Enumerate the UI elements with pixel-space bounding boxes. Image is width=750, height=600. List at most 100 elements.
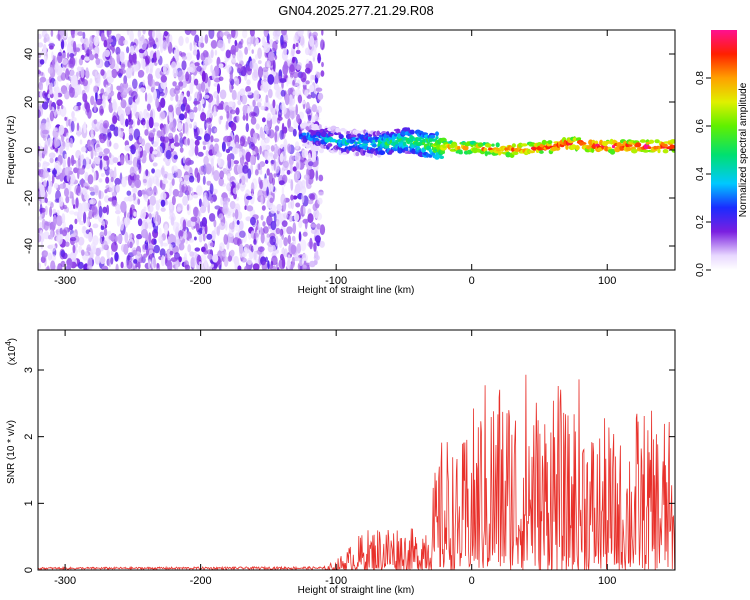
- noise-blob: [266, 112, 272, 121]
- signal-blob: [409, 129, 415, 135]
- noise-blob: [78, 236, 85, 246]
- noise-blob: [49, 110, 55, 122]
- noise-blob: [92, 184, 99, 193]
- noise-blob: [320, 70, 325, 77]
- noise-blob: [183, 180, 187, 187]
- noise-blob: [200, 35, 204, 43]
- noise-blob: [47, 252, 53, 261]
- noise-blob: [88, 210, 93, 220]
- noise-blob: [130, 65, 134, 73]
- signal-blob: [628, 143, 633, 147]
- noise-blob: [316, 71, 321, 79]
- noise-blob: [94, 53, 99, 59]
- noise-blob: [137, 30, 141, 39]
- noise-blob: [89, 78, 93, 84]
- noise-blob: [210, 39, 218, 49]
- noise-blob: [272, 99, 276, 109]
- noise-blob: [198, 234, 203, 243]
- noise-blob: [149, 195, 156, 206]
- noise-blob: [146, 187, 153, 197]
- noise-blob: [52, 169, 57, 176]
- noise-blob: [242, 30, 248, 39]
- noise-blob: [70, 154, 75, 167]
- noise-blob: [252, 99, 256, 108]
- signal-blob: [338, 134, 344, 140]
- noise-blob: [135, 149, 141, 159]
- noise-blob: [133, 59, 137, 65]
- noise-blob: [217, 152, 222, 158]
- noise-blob: [119, 82, 124, 94]
- noise-blob: [120, 200, 127, 213]
- noise-blob: [141, 228, 148, 239]
- noise-blob: [292, 56, 295, 64]
- noise-blob: [268, 172, 274, 184]
- noise-blob: [274, 130, 278, 143]
- noise-blob: [91, 204, 98, 216]
- noise-blob: [158, 227, 162, 239]
- colorbar-tick-label: 0.8: [695, 71, 706, 85]
- noise-blob: [295, 171, 301, 180]
- signal-blob: [371, 143, 377, 148]
- noise-blob: [117, 126, 121, 138]
- noise-blob: [309, 35, 315, 47]
- noise-blob: [180, 103, 186, 112]
- noise-blob: [67, 36, 75, 45]
- noise-blob: [53, 214, 57, 227]
- noise-blob: [138, 135, 143, 144]
- noise-blob: [156, 49, 161, 60]
- noise-blob: [50, 229, 54, 240]
- noise-blob: [204, 34, 209, 44]
- signal-blob: [429, 134, 436, 139]
- noise-blob: [261, 205, 266, 211]
- noise-blob: [184, 111, 188, 119]
- noise-blob: [152, 175, 159, 185]
- noise-blob: [110, 250, 114, 256]
- noise-blob: [70, 236, 77, 242]
- noise-blob: [132, 187, 138, 194]
- snr-ylabel: SNR (10 * v/v): [6, 420, 17, 484]
- signal-blob: [457, 146, 461, 151]
- noise-blob: [243, 246, 248, 255]
- noise-blob: [178, 113, 185, 121]
- noise-blob: [75, 159, 82, 169]
- noise-blob: [254, 169, 259, 176]
- noise-blob: [115, 46, 121, 56]
- noise-blob: [102, 99, 106, 109]
- noise-blob: [213, 110, 218, 117]
- noise-blob: [124, 231, 129, 244]
- signal-blob: [642, 149, 649, 153]
- noise-blob: [236, 220, 240, 225]
- noise-blob: [70, 120, 75, 132]
- noise-blob: [103, 148, 110, 155]
- noise-blob: [177, 99, 181, 107]
- noise-blob: [287, 210, 292, 216]
- noise-blob: [279, 229, 282, 237]
- noise-blob: [167, 173, 174, 181]
- noise-blob: [253, 69, 258, 78]
- noise-blob: [136, 233, 143, 240]
- noise-blob: [189, 82, 194, 94]
- noise-blob: [189, 42, 193, 51]
- noise-blob: [267, 260, 270, 270]
- noise-blob: [193, 121, 198, 129]
- noise-blob: [244, 46, 249, 55]
- noise-blob: [257, 60, 262, 65]
- noise-blob: [133, 128, 141, 141]
- noise-blob: [315, 87, 323, 92]
- noise-blob: [275, 249, 279, 254]
- signal-blob: [577, 137, 582, 141]
- noise-blob: [290, 197, 295, 210]
- noise-blob: [294, 141, 300, 150]
- noise-blob: [181, 60, 187, 71]
- signal-blob: [609, 148, 616, 155]
- noise-blob: [210, 135, 214, 143]
- noise-blob: [142, 150, 147, 157]
- noise-blob: [266, 186, 269, 197]
- noise-blob: [203, 94, 210, 99]
- noise-blob: [114, 166, 117, 178]
- noise-blob: [153, 122, 160, 127]
- noise-blob: [204, 88, 209, 96]
- noise-blob: [160, 97, 166, 109]
- noise-blob: [270, 145, 275, 152]
- noise-blob: [204, 260, 208, 269]
